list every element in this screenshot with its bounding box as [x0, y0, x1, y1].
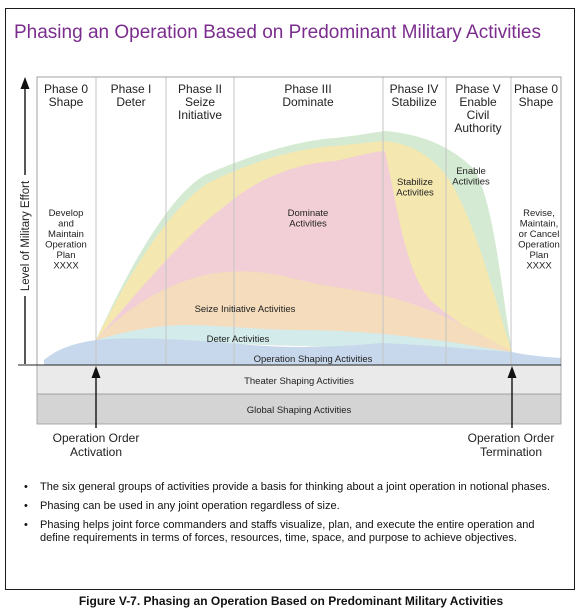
right-note-line: Maintain,: [520, 219, 559, 230]
left-note-line: and: [58, 219, 74, 230]
activation-arrowhead: [91, 366, 101, 378]
right-note-line: Plan: [529, 250, 548, 261]
page-title: Phasing an Operation Based on Predominan…: [14, 22, 541, 43]
left-note-line: Maintain: [48, 229, 84, 240]
phase-label-4-line: Stabilize: [391, 95, 437, 109]
phase-label-5-line: Enable: [459, 95, 497, 109]
right-note: Revise,Maintain,or CancelOperationPlanXX…: [518, 208, 560, 272]
phase-label-2-line: Seize: [185, 95, 215, 109]
phase-label-3-line: Phase III: [284, 82, 331, 96]
phase-label-4-line: Phase IV: [390, 82, 439, 96]
enable-activities-line: Activities: [452, 177, 490, 188]
global-shaping-activities-label: Global Shaping Activities: [247, 405, 352, 416]
global-shaping-band: [36, 393, 562, 425]
y-axis-label: Level of Military Effort: [20, 180, 32, 291]
termination-arrowhead: [507, 366, 517, 378]
phase-label-6-line: Shape: [519, 95, 554, 109]
termination-label-line: Termination: [480, 445, 542, 459]
stabilize-activities-line: Activities: [396, 188, 434, 199]
right-note-line: Revise,: [523, 208, 555, 219]
phase-label-0-line: Shape: [49, 95, 84, 109]
phase-label-3-line: Dominate: [282, 95, 334, 109]
bullet-item: • Phasing helps joint force commanders an…: [18, 519, 558, 545]
phase-label-1-line: Phase I: [111, 82, 152, 96]
bullet-text: Phasing can be used in any joint operati…: [40, 500, 340, 512]
deter-activities-label: Deter Activities: [207, 334, 270, 345]
bullet-dot-icon: •: [24, 500, 28, 512]
theater-shaping-band: [36, 364, 562, 395]
left-note-line: Plan: [56, 250, 75, 261]
phase-label-2-line: Initiative: [178, 108, 222, 122]
enable-activities-line: Enable: [456, 166, 486, 177]
bullet-text: Phasing helps joint force commanders and…: [40, 519, 535, 544]
seize-initiative-activities-label: Seize Initiative Activities: [195, 304, 296, 315]
figure-caption: Figure V-7. Phasing an Operation Based o…: [78, 594, 504, 608]
operation-shaping-activities-area: [44, 338, 561, 365]
stabilize-activities-line: Stabilize: [397, 177, 433, 188]
phase-label-5-line: Authority: [454, 121, 501, 135]
left-note-line: Operation: [45, 240, 87, 251]
activation-label-line: Activation: [70, 445, 122, 459]
bullet-dot-icon: •: [24, 481, 28, 493]
phase-label-1-line: Deter: [116, 95, 145, 109]
phasing-diagram: Level of Military Effort Phase 0ShapePha…: [18, 76, 562, 459]
operation-shaping-activities-label: Operation Shaping Activities: [254, 354, 373, 365]
right-note-line: or Cancel: [519, 229, 560, 240]
bullet-item: • Phasing can be used in any joint operat…: [18, 500, 558, 513]
dominate-activities-line: Dominate: [288, 208, 329, 219]
phase-dividers: [95, 77, 512, 365]
phase-label-6-line: Phase 0: [514, 82, 558, 96]
termination-label-line: Operation Order: [468, 431, 555, 445]
left-note-line: Develop: [49, 208, 84, 219]
phase-label-5-line: Phase V: [455, 82, 500, 96]
y-axis-arrowhead: [20, 77, 30, 89]
dominate-activities-line: Activities: [289, 219, 327, 230]
bullet-list: • The six general groups of activities pr…: [18, 481, 558, 551]
right-note-line: Operation: [518, 240, 560, 251]
bullet-dot-icon: •: [24, 519, 28, 531]
phase-label-2-line: Phase II: [178, 82, 222, 96]
phase-label-0-line: Phase 0: [44, 82, 88, 96]
bullet-item: • The six general groups of activities pr…: [18, 481, 558, 494]
bullet-text: The six general groups of activities pro…: [40, 481, 550, 493]
theater-shaping-activities-label: Theater Shaping Activities: [244, 376, 354, 387]
activation-label-line: Operation Order: [53, 431, 140, 445]
left-note-line: XXXX: [53, 261, 79, 272]
phase-label-5-line: Civil: [467, 108, 490, 122]
right-note-line: XXXX: [526, 261, 552, 272]
